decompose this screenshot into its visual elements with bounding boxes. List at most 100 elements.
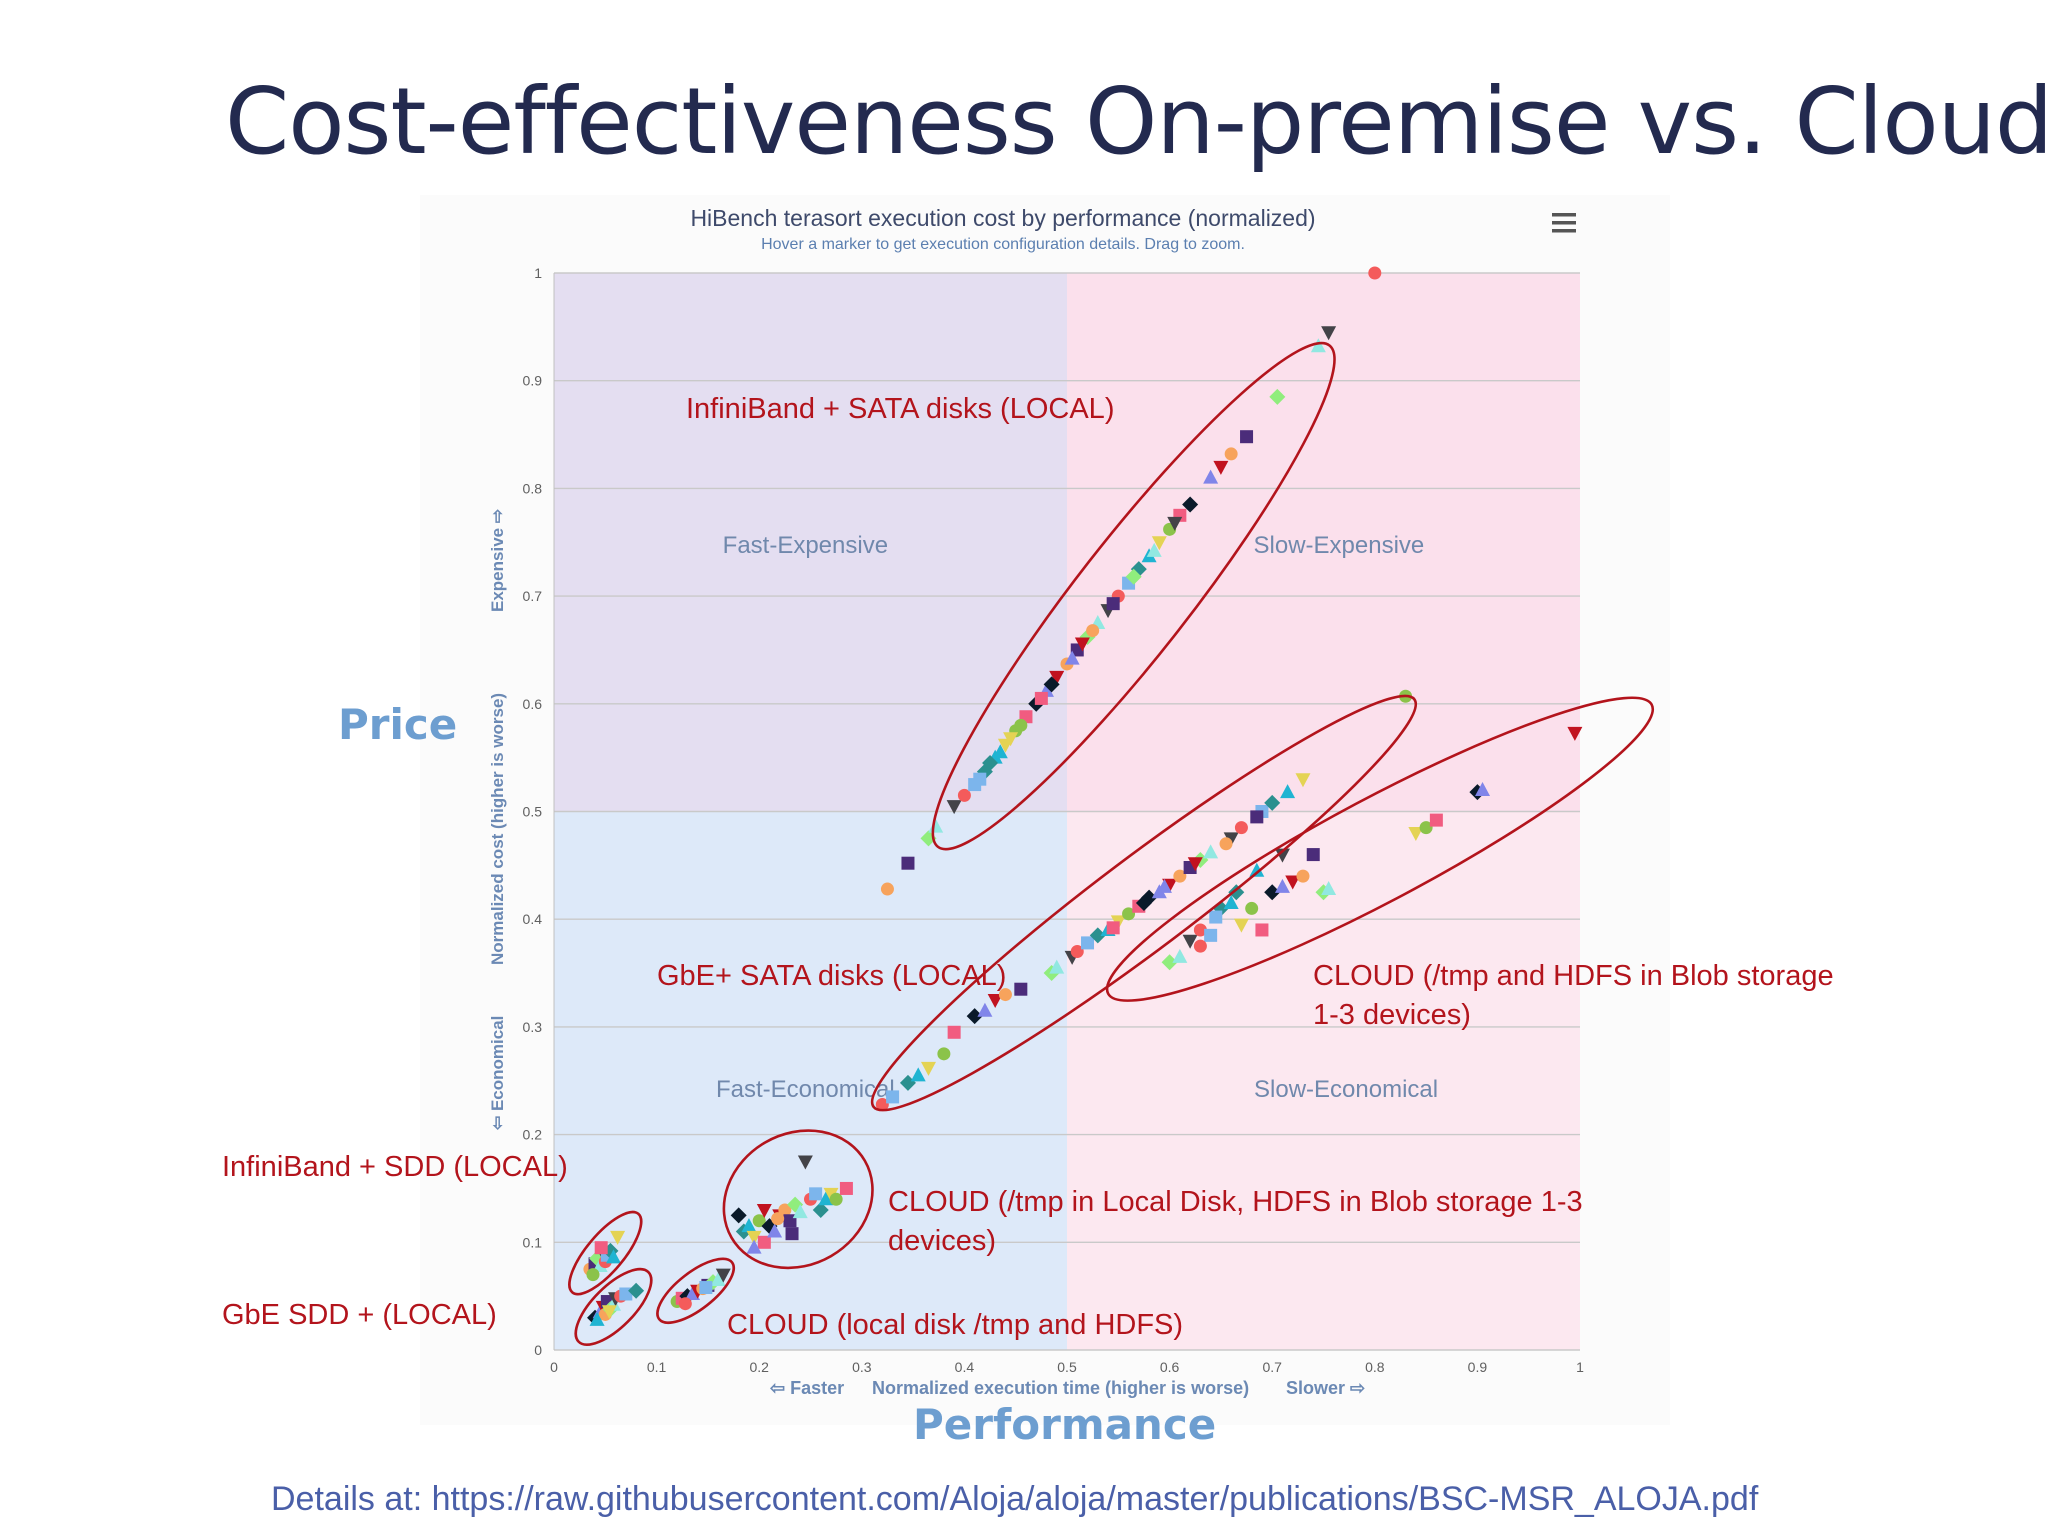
data-point[interactable] (1219, 837, 1233, 851)
data-point[interactable] (1285, 875, 1301, 890)
data-point[interactable] (756, 1203, 772, 1218)
data-point[interactable] (910, 1067, 926, 1082)
data-point[interactable] (812, 1201, 829, 1218)
data-point[interactable] (973, 772, 987, 786)
data-point[interactable] (606, 1249, 622, 1264)
data-point[interactable] (966, 1008, 983, 1025)
data-point[interactable] (767, 1223, 783, 1238)
data-point[interactable] (1204, 928, 1218, 942)
data-point[interactable] (1203, 469, 1219, 484)
data-point[interactable] (1064, 650, 1080, 665)
data-point[interactable] (1368, 266, 1382, 280)
data-point[interactable] (1203, 844, 1219, 859)
data-point[interactable] (1135, 895, 1152, 912)
data-point[interactable] (1234, 821, 1248, 835)
data-point[interactable] (809, 1187, 823, 1201)
data-point[interactable] (710, 1271, 726, 1286)
data-point[interactable] (947, 1025, 961, 1039)
data-point[interactable] (823, 1187, 839, 1202)
data-point[interactable] (1240, 430, 1254, 444)
data-point[interactable] (1250, 810, 1264, 824)
data-point[interactable] (594, 1241, 608, 1255)
data-point[interactable] (1274, 878, 1290, 893)
data-point[interactable] (1106, 597, 1120, 611)
data-point[interactable] (746, 1239, 762, 1254)
data-point[interactable] (1161, 954, 1178, 971)
data-point[interactable] (1193, 923, 1207, 937)
data-point[interactable] (778, 1203, 792, 1217)
data-point[interactable] (1182, 934, 1198, 949)
data-point[interactable] (1034, 691, 1048, 705)
data-point[interactable] (1086, 624, 1100, 638)
data-point[interactable] (1081, 936, 1095, 950)
data-point[interactable] (1151, 536, 1167, 551)
data-point[interactable] (1122, 907, 1136, 921)
data-point[interactable] (1269, 388, 1286, 405)
data-point[interactable] (730, 1207, 747, 1224)
data-point[interactable] (1014, 718, 1028, 732)
data-point[interactable] (1213, 460, 1229, 475)
data-point[interactable] (1408, 827, 1424, 842)
data-point[interactable] (685, 1285, 701, 1300)
data-point[interactable] (699, 1281, 713, 1295)
footer-link[interactable]: Details at: https://raw.githubuserconten… (271, 1480, 1759, 1518)
data-point[interactable] (1223, 895, 1239, 910)
data-point[interactable] (1475, 781, 1491, 796)
data-point[interactable] (957, 788, 971, 802)
data-point[interactable] (601, 1305, 617, 1320)
data-point[interactable] (1049, 959, 1065, 974)
data-point[interactable] (1306, 848, 1320, 862)
data-point[interactable] (610, 1230, 626, 1245)
data-point[interactable] (1049, 670, 1065, 685)
data-point[interactable] (785, 1227, 799, 1241)
data-point[interactable] (946, 800, 962, 815)
data-point[interactable] (715, 1268, 731, 1283)
data-point[interactable] (771, 1212, 785, 1226)
data-point[interactable] (987, 993, 1003, 1008)
data-point[interactable] (586, 1268, 600, 1282)
data-point[interactable] (1567, 726, 1583, 741)
data-point[interactable] (1296, 869, 1310, 883)
data-point[interactable] (1106, 921, 1120, 935)
data-point[interactable] (1156, 878, 1172, 893)
data-point[interactable] (1209, 910, 1223, 924)
data-point[interactable] (899, 1074, 916, 1091)
data-point[interactable] (1193, 939, 1207, 953)
data-point[interactable] (998, 988, 1012, 1002)
data-point[interactable] (982, 755, 999, 772)
data-point[interactable] (752, 1214, 766, 1228)
data-point[interactable] (818, 1191, 834, 1206)
data-point[interactable] (1223, 832, 1239, 847)
data-point[interactable] (1182, 496, 1199, 513)
data-point[interactable] (1003, 732, 1019, 747)
data-point[interactable] (1187, 857, 1203, 872)
data-point[interactable] (678, 1297, 692, 1311)
data-point[interactable] (1228, 884, 1245, 901)
data-point[interactable] (886, 1090, 900, 1104)
data-point[interactable] (1264, 884, 1281, 901)
data-point[interactable] (1043, 676, 1060, 693)
data-point[interactable] (901, 856, 915, 870)
data-point[interactable] (1321, 326, 1337, 341)
data-point[interactable] (1419, 821, 1433, 835)
data-point[interactable] (628, 1282, 645, 1299)
hamburger-menu-icon[interactable] (1552, 213, 1576, 233)
data-point[interactable] (1245, 901, 1259, 915)
data-point[interactable] (1280, 784, 1296, 799)
data-point[interactable] (1429, 813, 1443, 827)
data-point[interactable] (977, 1002, 993, 1017)
data-point[interactable] (1274, 848, 1290, 863)
data-point[interactable] (1125, 568, 1142, 585)
data-point[interactable] (1321, 881, 1337, 896)
data-point[interactable] (757, 1235, 771, 1249)
data-point[interactable] (992, 744, 1008, 759)
data-point[interactable] (746, 1230, 762, 1245)
data-point[interactable] (1070, 945, 1084, 959)
data-point[interactable] (1146, 542, 1162, 557)
data-point[interactable] (1014, 982, 1028, 996)
data-point-layer[interactable] (583, 266, 1583, 1326)
data-point[interactable] (1167, 516, 1183, 531)
data-point[interactable] (1249, 862, 1265, 877)
data-point[interactable] (1074, 637, 1090, 652)
